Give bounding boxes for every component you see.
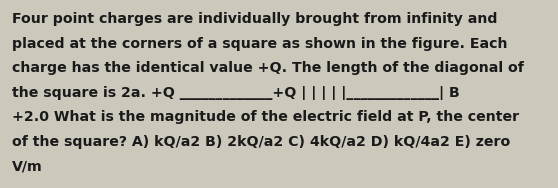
- Text: charge has the identical value +Q. The length of the diagonal of: charge has the identical value +Q. The l…: [12, 61, 524, 75]
- Text: V/m: V/m: [12, 159, 43, 173]
- Text: +2.0 What is the magnitude of the electric field at P, the center: +2.0 What is the magnitude of the electr…: [12, 110, 519, 124]
- Text: the square is 2a. +Q _____________+Q | | | | |_____________| B: the square is 2a. +Q _____________+Q | |…: [12, 86, 460, 99]
- Text: of the square? A) kQ/a2 B) 2kQ/a2 C) 4kQ/a2 D) kQ/4a2 E) zero: of the square? A) kQ/a2 B) 2kQ/a2 C) 4kQ…: [12, 134, 510, 149]
- Text: Four point charges are individually brought from infinity and: Four point charges are individually brou…: [12, 12, 498, 26]
- Text: placed at the corners of a square as shown in the figure. Each: placed at the corners of a square as sho…: [12, 36, 507, 51]
